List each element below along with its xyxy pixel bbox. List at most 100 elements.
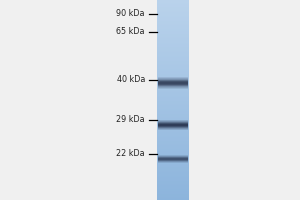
Bar [157, 136, 189, 137]
Bar [157, 131, 189, 132]
Bar [157, 179, 189, 180]
Bar [158, 87, 188, 88]
Bar [157, 35, 189, 36]
Bar [157, 95, 189, 96]
Bar [157, 92, 189, 93]
Bar [157, 152, 189, 153]
Bar [157, 86, 189, 87]
Bar [157, 99, 189, 100]
Bar [157, 111, 189, 112]
Bar [157, 162, 189, 163]
Bar [157, 52, 189, 53]
Bar [157, 119, 189, 120]
Bar [157, 53, 189, 54]
Bar [158, 80, 188, 81]
Bar [157, 102, 189, 103]
Bar [157, 135, 189, 136]
Bar [158, 83, 188, 84]
Bar [157, 146, 189, 147]
Bar [157, 151, 189, 152]
Bar [157, 58, 189, 59]
Bar [157, 147, 189, 148]
Bar [157, 90, 189, 91]
Bar [157, 64, 189, 65]
Bar [157, 172, 189, 173]
Bar [157, 103, 189, 104]
Bar [157, 54, 189, 55]
Bar [157, 126, 189, 127]
Bar [157, 196, 189, 197]
Bar [158, 81, 188, 82]
Bar [157, 177, 189, 178]
Bar [157, 160, 189, 161]
Bar [157, 191, 189, 192]
Bar [157, 150, 189, 151]
Bar [157, 43, 189, 44]
Bar [157, 173, 189, 174]
Bar [157, 110, 189, 111]
Bar [157, 33, 189, 34]
Bar [157, 17, 189, 18]
Bar [157, 60, 189, 61]
Bar [157, 171, 189, 172]
Bar [158, 79, 188, 80]
Bar [157, 14, 189, 15]
Bar [157, 123, 189, 124]
Bar [157, 84, 189, 85]
Bar [157, 106, 189, 107]
Bar [157, 144, 189, 145]
Bar [157, 32, 189, 33]
Bar [157, 164, 189, 165]
Bar [157, 42, 189, 43]
Bar [157, 12, 189, 13]
Bar [157, 37, 189, 38]
Bar [157, 128, 189, 129]
Bar [157, 27, 189, 28]
Bar [157, 59, 189, 60]
Bar [157, 19, 189, 20]
Bar [157, 165, 189, 166]
Bar [157, 1, 189, 2]
Bar [157, 134, 189, 135]
Bar [157, 197, 189, 198]
Bar [158, 156, 188, 157]
Bar [158, 129, 188, 130]
Bar [157, 98, 189, 99]
Bar [157, 29, 189, 30]
Bar [157, 137, 189, 138]
Bar [157, 18, 189, 19]
Bar [157, 174, 189, 175]
Bar [157, 56, 189, 57]
Bar [157, 87, 189, 88]
Bar [158, 123, 188, 124]
Bar [157, 28, 189, 29]
Bar [157, 198, 189, 199]
Bar [158, 127, 188, 128]
Bar [157, 192, 189, 193]
Bar [157, 93, 189, 94]
Bar [157, 97, 189, 98]
Bar [157, 75, 189, 76]
Bar [157, 72, 189, 73]
Bar [157, 83, 189, 84]
Bar [157, 66, 189, 67]
Bar [157, 199, 189, 200]
Bar [157, 77, 189, 78]
Bar [157, 23, 189, 24]
Bar [158, 162, 188, 163]
Bar [157, 194, 189, 195]
Bar [157, 195, 189, 196]
Bar [158, 77, 188, 78]
Bar [157, 121, 189, 122]
Bar [157, 127, 189, 128]
Bar [157, 79, 189, 80]
Bar [157, 108, 189, 109]
Bar [157, 70, 189, 71]
Bar [157, 30, 189, 31]
Bar [157, 13, 189, 14]
Bar [157, 176, 189, 177]
Bar [157, 122, 189, 123]
Bar [157, 22, 189, 23]
Bar [157, 104, 189, 105]
Bar [158, 78, 188, 79]
